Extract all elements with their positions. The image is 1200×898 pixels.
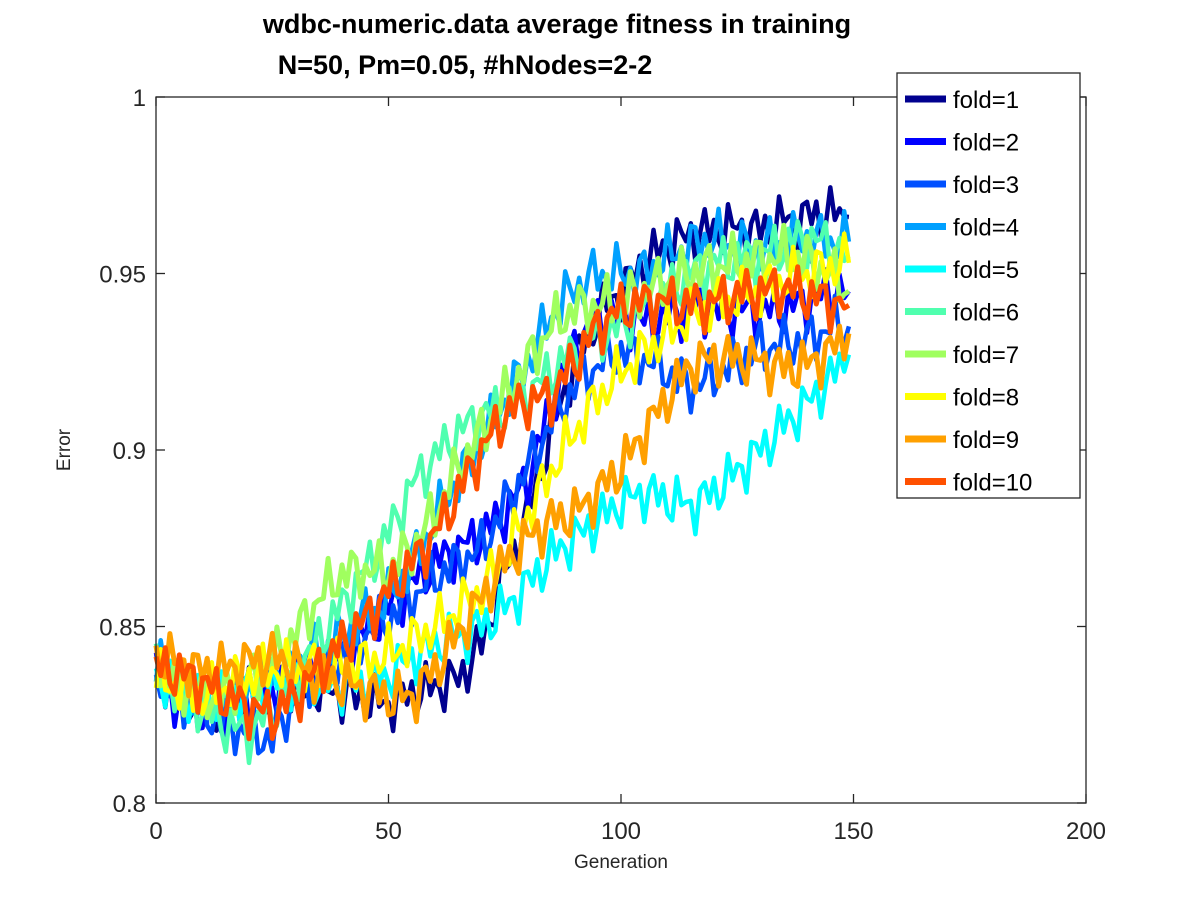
x-tick-label: 200	[1066, 818, 1106, 845]
legend-label-3: fold=3	[953, 172, 1019, 199]
legend-label-5: fold=5	[953, 257, 1019, 284]
chart-subtitle: N=50, Pm=0.05, #hNodes=2-2	[278, 50, 652, 80]
legend-label-6: fold=6	[953, 300, 1019, 327]
x-tick-label: 150	[833, 818, 873, 845]
legend-label-2: fold=2	[953, 130, 1019, 157]
y-tick-label: 0.85	[99, 615, 146, 642]
x-tick-label: 100	[601, 818, 641, 845]
legend-label-9: fold=9	[953, 427, 1019, 454]
legend: fold=1 fold=2 fold=3 fold=4 fold=5 fold=6 fold…	[896, 72, 1081, 499]
series-layer	[153, 185, 852, 766]
legend-label-7: fold=7	[953, 342, 1019, 369]
legend-label-10: fold=10	[953, 470, 1032, 497]
y-tick-label: 0.95	[99, 262, 146, 289]
x-tick-label: 0	[149, 818, 162, 845]
legend-label-8: fold=8	[953, 385, 1019, 412]
x-axis-label: Generation	[574, 852, 668, 873]
y-tick-label: 0.8	[113, 791, 146, 818]
series-line-9	[153, 323, 852, 725]
y-tick-label: 1	[133, 85, 146, 112]
legend-label-1: fold=1	[953, 87, 1019, 114]
x-tick-label: 50	[375, 818, 402, 845]
y-tick-label: 0.9	[113, 438, 146, 465]
legend-label-4: fold=4	[953, 215, 1019, 242]
series-line-3	[153, 293, 852, 757]
y-axis-label: Error	[54, 428, 75, 471]
chart-title: wdbc-numeric.data average fitness in tra…	[262, 9, 851, 39]
ticks-layer: 0 50 100 150 200 0.8 0.85 0.9 0.95 1	[99, 85, 1106, 845]
series-line-10	[153, 264, 851, 742]
